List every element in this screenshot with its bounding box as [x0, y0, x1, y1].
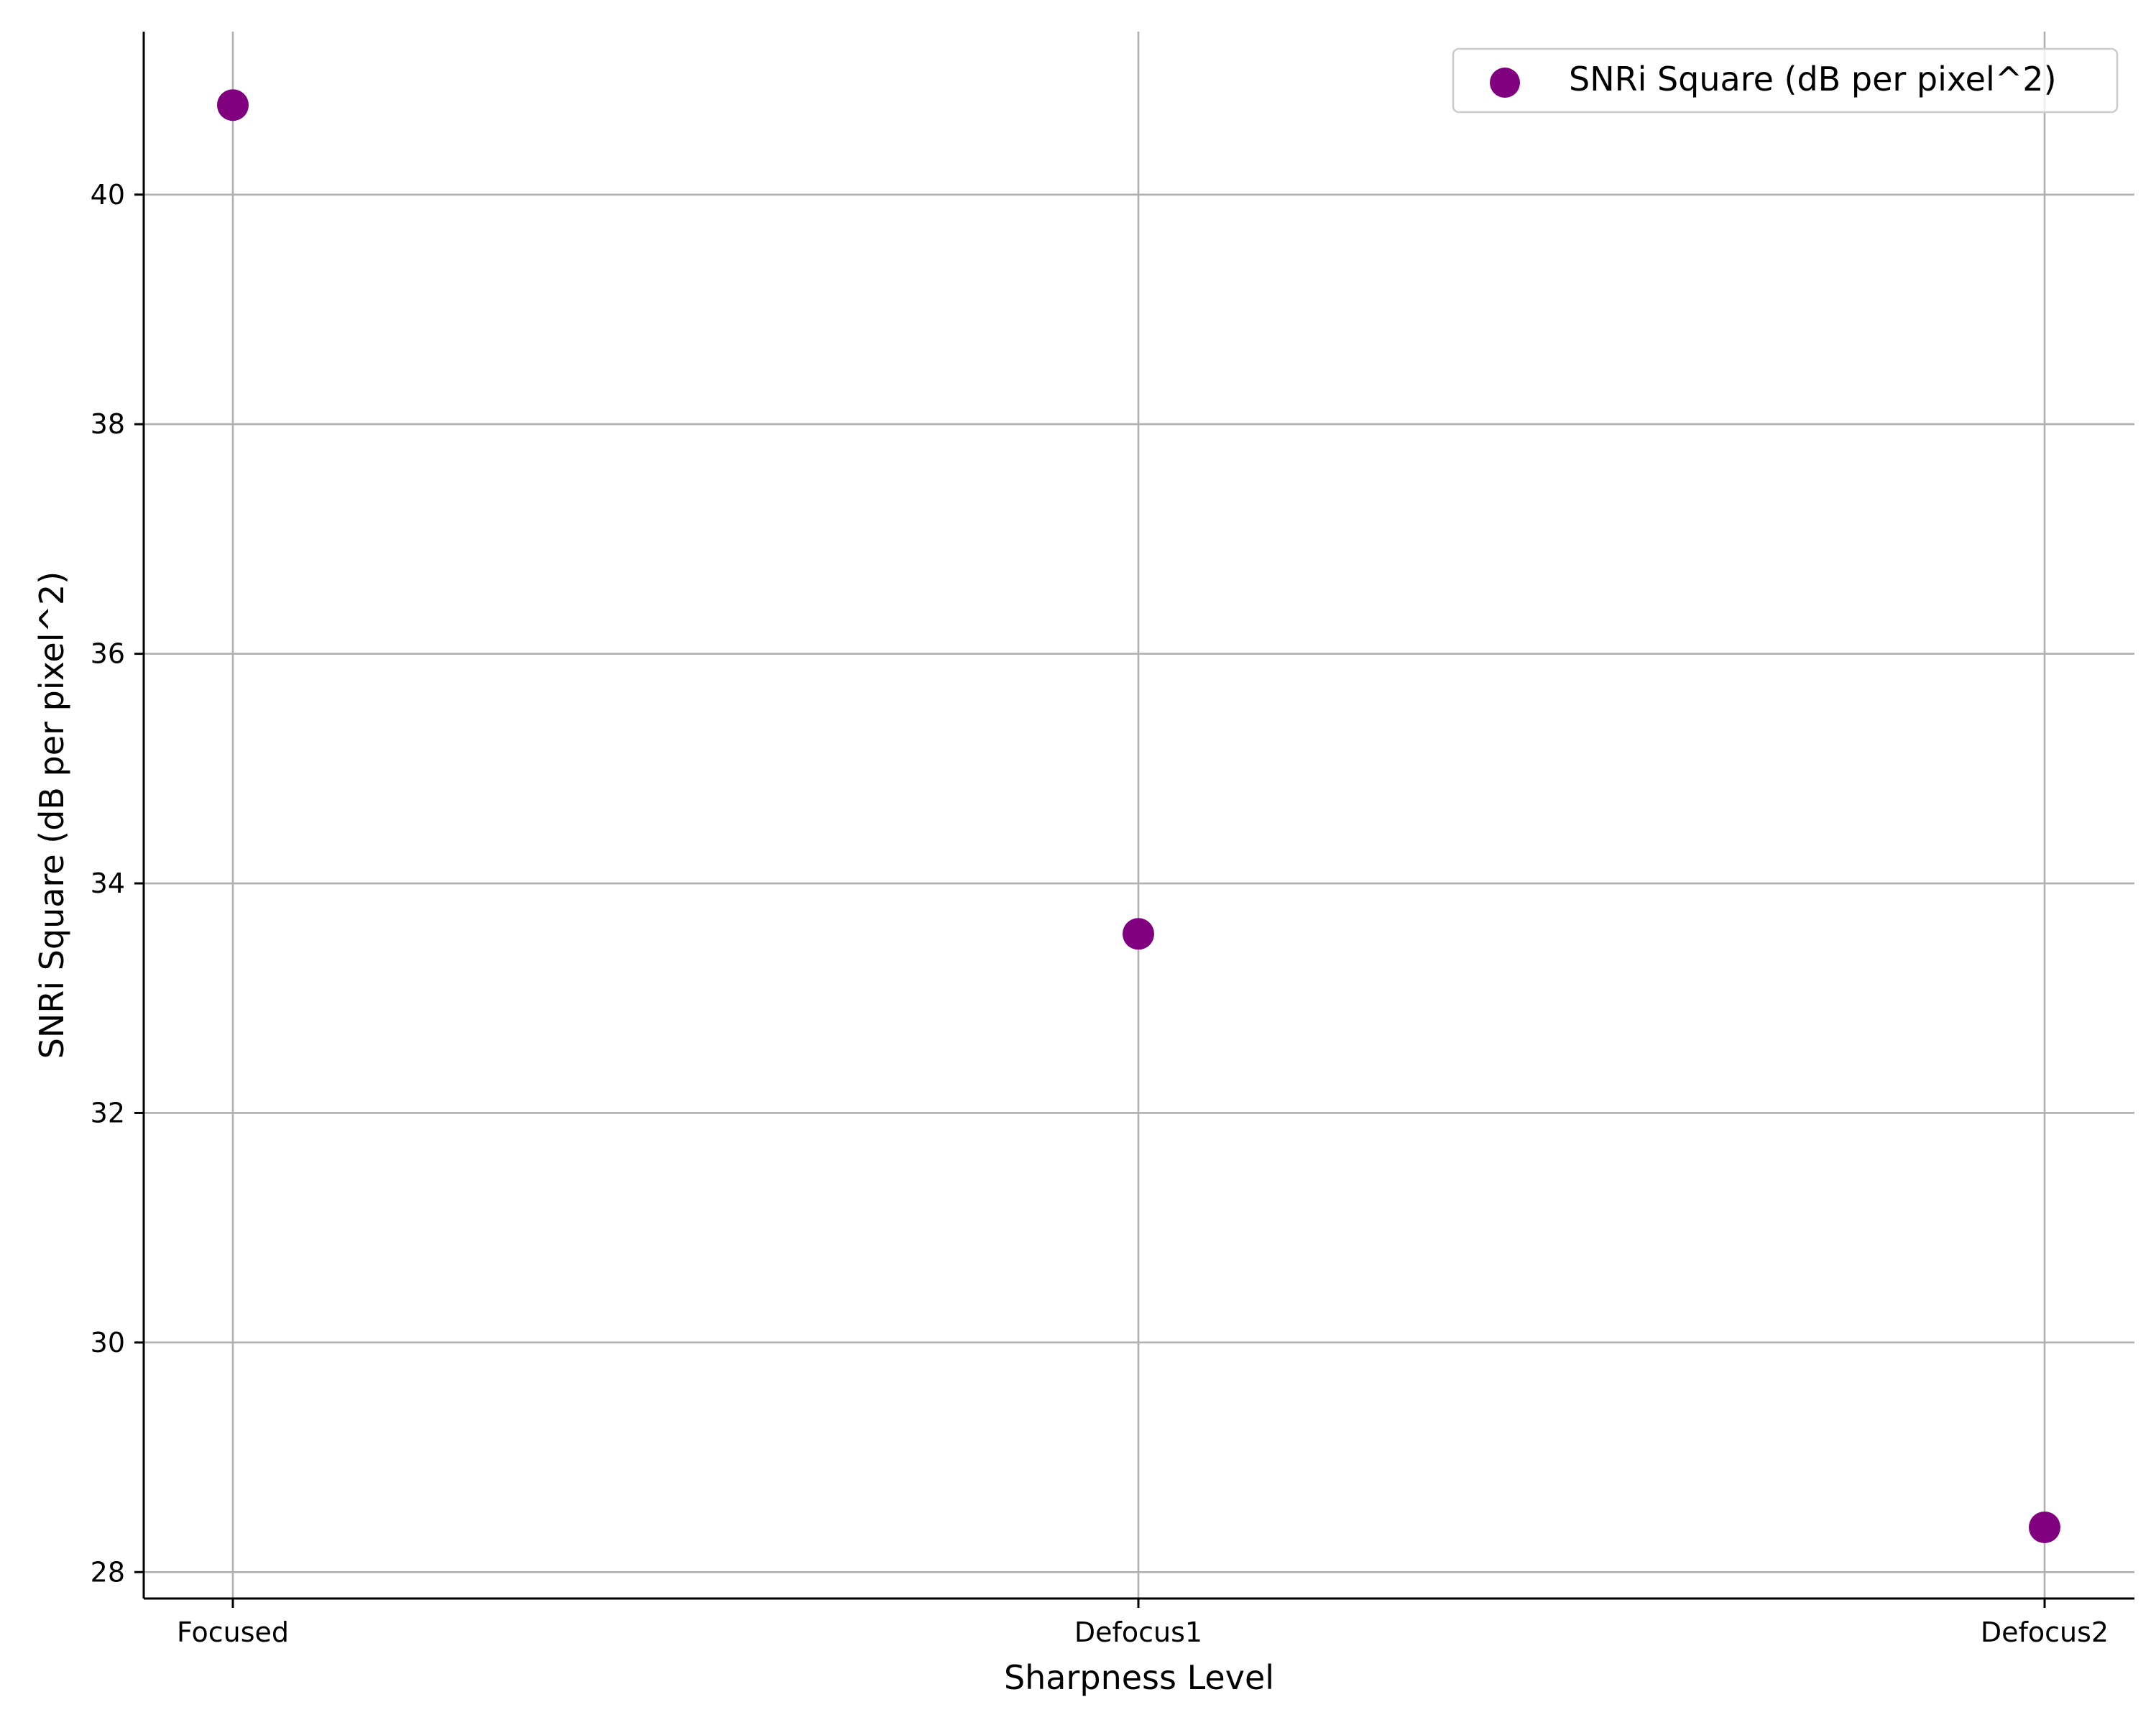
y-tick-label: 30: [91, 1327, 125, 1358]
legend-marker: [1490, 68, 1520, 98]
y-tick-label: 32: [91, 1097, 125, 1128]
data-point: [1123, 918, 1154, 950]
x-axis-title: Sharpness Level: [1004, 1658, 1274, 1697]
x-tick-label: Focused: [177, 1616, 289, 1648]
y-tick-label: 28: [91, 1556, 125, 1588]
x-tick-label: Defocus2: [1981, 1616, 2109, 1648]
legend: SNRi Square (dB per pixel^2): [1452, 47, 2119, 114]
data-point: [2029, 1511, 2060, 1543]
grid-lines: [144, 32, 2134, 1598]
legend-label: SNRi Square (dB per pixel^2): [1569, 60, 2057, 98]
legend-box: [1452, 47, 2119, 114]
y-axis-title: SNRi Square (dB per pixel^2): [32, 571, 71, 1059]
x-axis-ticks: Focused Defocus1 Defocus2: [177, 1598, 2109, 1648]
data-point: [217, 89, 249, 121]
y-tick-label: 40: [91, 179, 125, 211]
y-tick-label: 34: [91, 868, 125, 899]
y-axis-ticks: 28 30 32 34 36 38 40: [91, 179, 144, 1588]
y-tick-label: 38: [91, 408, 125, 440]
y-tick-label: 36: [91, 638, 125, 670]
x-tick-label: Defocus1: [1074, 1616, 1202, 1648]
data-points: [217, 89, 2060, 1543]
